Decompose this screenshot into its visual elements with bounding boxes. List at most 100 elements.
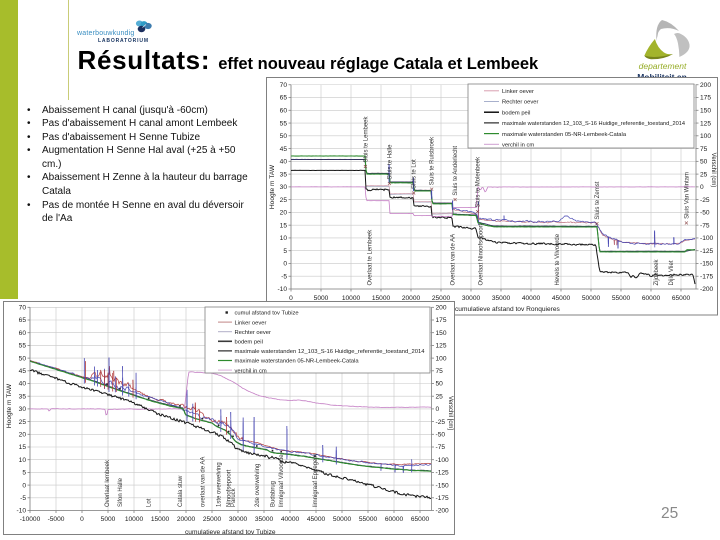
svg-text:-125: -125 <box>436 470 450 477</box>
svg-text:1ste overwelving: 1ste overwelving <box>217 462 223 507</box>
svg-text:Overlaat te Lembeek: Overlaat te Lembeek <box>368 229 374 286</box>
svg-text:bodem peil: bodem peil <box>235 340 263 346</box>
svg-text:5: 5 <box>22 470 26 477</box>
svg-text:45000: 45000 <box>552 295 571 302</box>
svg-text:45: 45 <box>280 146 288 153</box>
svg-text:65: 65 <box>19 317 27 324</box>
svg-text:150: 150 <box>436 330 447 337</box>
svg-text:-5: -5 <box>20 495 26 502</box>
svg-text:0: 0 <box>80 516 84 523</box>
svg-text:-25: -25 <box>436 419 446 426</box>
svg-text:maximale waterstanden 05-NR-Le: maximale waterstanden 05-NR-Lembeek-Cata… <box>235 359 360 365</box>
svg-text:Hoogte m TAW: Hoogte m TAW <box>269 164 276 209</box>
svg-text:25000: 25000 <box>432 295 451 302</box>
svg-text:-10: -10 <box>277 286 287 293</box>
svg-text:35000: 35000 <box>492 295 511 302</box>
svg-text:55000: 55000 <box>359 516 378 523</box>
svg-text:10: 10 <box>19 457 27 464</box>
svg-text:Verschil (cm): Verschil (cm) <box>710 153 716 188</box>
svg-text:125: 125 <box>436 343 447 350</box>
svg-text:15000: 15000 <box>372 295 391 302</box>
svg-text:0: 0 <box>283 261 287 268</box>
svg-text:30000: 30000 <box>229 516 248 523</box>
svg-text:Hevels te Vilvoorde: Hevels te Vilvoorde <box>555 233 561 285</box>
svg-text:75: 75 <box>436 368 444 375</box>
svg-text:-75: -75 <box>700 222 710 229</box>
svg-text:Zijdebeek: Zijdebeek <box>654 258 660 285</box>
svg-text:20: 20 <box>19 432 27 439</box>
svg-text:200: 200 <box>700 82 711 89</box>
svg-text:Verschil [cm]: Verschil [cm] <box>447 396 453 430</box>
svg-text:verchil in cm: verchil in cm <box>235 368 267 374</box>
svg-text:35: 35 <box>19 393 27 400</box>
svg-text:70: 70 <box>280 82 288 89</box>
svg-text:Overlaat van de AA: Overlaat van de AA <box>451 234 457 286</box>
svg-text:-175: -175 <box>436 495 450 502</box>
svg-text:5000: 5000 <box>101 516 116 523</box>
svg-text:-100: -100 <box>700 235 714 242</box>
svg-text:Sluis te Lot: Sluis te Lot <box>412 159 418 189</box>
svg-text:Lot: Lot <box>147 498 153 507</box>
svg-text:50000: 50000 <box>333 516 352 523</box>
svg-text:2de overwelving: 2de overwelving <box>255 464 261 507</box>
svg-text:-125: -125 <box>700 248 714 255</box>
svg-text:35: 35 <box>280 171 288 178</box>
svg-text:20000: 20000 <box>402 295 421 302</box>
svg-text:40: 40 <box>280 159 288 166</box>
svg-text:cumulatieve afstand tov Ronqu: cumulatieve afstand tov Ronquieres <box>455 306 561 313</box>
svg-text:25: 25 <box>19 419 27 426</box>
svg-text:50: 50 <box>19 355 27 362</box>
svg-text:5: 5 <box>283 248 287 255</box>
svg-text:65: 65 <box>280 95 288 102</box>
svg-text:-200: -200 <box>436 508 450 515</box>
svg-text:Rechter oever: Rechter oever <box>502 100 538 106</box>
svg-text:175: 175 <box>700 95 711 102</box>
svg-text:Overlaat Ninoofsepoort: Overlaat Ninoofsepoort <box>479 223 485 285</box>
svg-text:30000: 30000 <box>462 295 481 302</box>
svg-text:100: 100 <box>436 355 447 362</box>
svg-text:cumulatieve afstand tov Tubiz: cumulatieve afstand tov Tubize <box>185 529 276 535</box>
svg-text:-200: -200 <box>700 286 714 293</box>
svg-text:60: 60 <box>19 330 27 337</box>
svg-text:Paruck: Paruck <box>231 487 237 507</box>
svg-text:0: 0 <box>436 406 440 413</box>
svg-text:50000: 50000 <box>582 295 601 302</box>
svg-text:-75: -75 <box>436 444 446 451</box>
svg-text:70: 70 <box>19 305 27 312</box>
svg-text:maximale waterstanden 12_103_S: maximale waterstanden 12_103_S-16 Huidig… <box>502 121 686 127</box>
svg-text:125: 125 <box>700 120 711 127</box>
svg-text:-50: -50 <box>436 432 446 439</box>
svg-text:Linker oever: Linker oever <box>502 89 534 95</box>
svg-text:Overlaat lembeek: Overlaat lembeek <box>105 459 111 507</box>
svg-text:Budabrug: Budabrug <box>271 481 277 507</box>
svg-text:50: 50 <box>280 133 288 140</box>
svg-text:limnigraaf Eppegem: limnigraaf Eppegem <box>313 454 319 507</box>
svg-text:Sluis te Anderlecht: Sluis te Anderlecht <box>453 146 459 196</box>
svg-text:60000: 60000 <box>385 516 404 523</box>
svg-text:100: 100 <box>700 133 711 140</box>
svg-text:60: 60 <box>280 107 288 114</box>
svg-text:Linker oever: Linker oever <box>235 320 267 326</box>
svg-text:150: 150 <box>700 107 711 114</box>
svg-text:maximale waterstanden 05-NR-Le: maximale waterstanden 05-NR-Lembeek-Cata… <box>502 132 627 138</box>
svg-text:0: 0 <box>700 184 704 191</box>
svg-text:-50: -50 <box>700 210 710 217</box>
svg-text:5000: 5000 <box>314 295 329 302</box>
svg-text:35000: 35000 <box>255 516 274 523</box>
svg-text:Sluis te Halle: Sluis te Halle <box>387 144 393 180</box>
svg-text:Rechter oever: Rechter oever <box>235 330 271 336</box>
svg-text:10: 10 <box>280 235 288 242</box>
svg-text:Catala stuw: Catala stuw <box>178 475 184 507</box>
svg-text:Sluis te Zemst: Sluis te Zemst <box>595 181 601 219</box>
svg-text:verchil in cm: verchil in cm <box>502 143 534 149</box>
svg-text:60000: 60000 <box>642 295 661 302</box>
svg-text:45: 45 <box>19 368 27 375</box>
svg-text:-10000: -10000 <box>20 516 41 523</box>
svg-text:limnigraaf Vilvoorde: limnigraaf Vilvoorde <box>279 454 285 507</box>
svg-text:0: 0 <box>22 482 26 489</box>
svg-text:Hoogte m TAW: Hoogte m TAW <box>6 383 13 428</box>
svg-text:-25: -25 <box>700 197 710 204</box>
svg-text:50: 50 <box>436 381 444 388</box>
svg-text:40000: 40000 <box>522 295 541 302</box>
svg-text:65000: 65000 <box>411 516 430 523</box>
